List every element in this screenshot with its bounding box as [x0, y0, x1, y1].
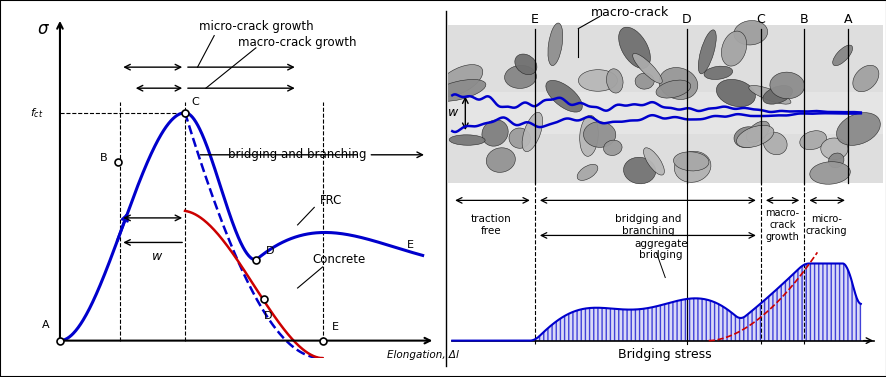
Text: B: B: [799, 13, 808, 26]
Ellipse shape: [514, 54, 536, 75]
Ellipse shape: [748, 86, 790, 104]
Ellipse shape: [632, 54, 662, 83]
Ellipse shape: [431, 80, 486, 101]
Text: FRC: FRC: [319, 194, 342, 207]
Ellipse shape: [762, 86, 791, 104]
Ellipse shape: [735, 125, 773, 147]
Text: B: B: [100, 153, 107, 163]
Text: macro-
crack
growth: macro- crack growth: [765, 208, 799, 242]
Ellipse shape: [673, 151, 710, 182]
Text: E: E: [406, 240, 413, 250]
Ellipse shape: [436, 64, 482, 97]
Text: traction
free: traction free: [470, 214, 511, 236]
Text: E: E: [331, 322, 338, 332]
Ellipse shape: [658, 67, 697, 100]
Ellipse shape: [809, 162, 850, 184]
Ellipse shape: [799, 131, 826, 150]
Ellipse shape: [720, 31, 746, 66]
Text: A: A: [42, 320, 49, 330]
Text: Concrete: Concrete: [312, 253, 366, 267]
Ellipse shape: [522, 112, 542, 152]
Ellipse shape: [769, 72, 804, 99]
Ellipse shape: [820, 138, 847, 159]
Ellipse shape: [746, 121, 769, 143]
Text: C: C: [756, 13, 765, 26]
Text: Bridging stress: Bridging stress: [618, 348, 711, 361]
Ellipse shape: [509, 128, 530, 148]
Ellipse shape: [578, 70, 617, 91]
Text: D: D: [266, 246, 275, 256]
Ellipse shape: [481, 120, 508, 146]
Ellipse shape: [851, 65, 878, 92]
Ellipse shape: [733, 21, 766, 45]
Text: bridging and
branching: bridging and branching: [614, 214, 680, 236]
Text: D: D: [264, 311, 272, 321]
Text: macro-crack: macro-crack: [591, 6, 669, 19]
Text: micro-crack growth: micro-crack growth: [198, 20, 313, 33]
Text: E: E: [531, 13, 538, 26]
Bar: [447, 92, 882, 134]
Ellipse shape: [716, 80, 755, 107]
Ellipse shape: [835, 113, 880, 145]
Ellipse shape: [602, 140, 621, 155]
Ellipse shape: [579, 115, 598, 156]
Ellipse shape: [623, 157, 655, 184]
Ellipse shape: [697, 30, 715, 74]
Ellipse shape: [448, 135, 485, 145]
Ellipse shape: [486, 148, 515, 172]
Ellipse shape: [763, 132, 786, 155]
Ellipse shape: [734, 127, 759, 148]
Ellipse shape: [656, 80, 690, 98]
Text: micro-
cracking: micro- cracking: [804, 214, 846, 236]
Ellipse shape: [548, 23, 562, 66]
Text: aggregate
bridging: aggregate bridging: [633, 239, 687, 260]
Text: bridging and branching: bridging and branching: [228, 148, 367, 161]
Text: Elongation, Δl: Elongation, Δl: [386, 349, 458, 360]
Ellipse shape: [832, 45, 851, 66]
Ellipse shape: [545, 80, 582, 112]
Ellipse shape: [634, 73, 654, 89]
Text: D: D: [681, 13, 691, 26]
Text: macro-crack growth: macro-crack growth: [238, 36, 356, 49]
Text: $\sigma$: $\sigma$: [36, 20, 50, 38]
Ellipse shape: [828, 153, 843, 168]
Text: A: A: [843, 13, 851, 26]
Text: $f_{ct}$: $f_{ct}$: [30, 106, 43, 120]
Text: $w$: $w$: [447, 106, 459, 119]
Bar: [447, 25, 882, 183]
Ellipse shape: [672, 152, 708, 171]
Ellipse shape: [583, 122, 615, 147]
Ellipse shape: [606, 69, 622, 93]
Ellipse shape: [504, 66, 536, 88]
Ellipse shape: [618, 27, 649, 68]
Text: C: C: [191, 97, 199, 107]
Ellipse shape: [703, 66, 732, 80]
Ellipse shape: [643, 148, 664, 175]
Ellipse shape: [577, 164, 597, 180]
Text: $w$: $w$: [151, 250, 163, 263]
